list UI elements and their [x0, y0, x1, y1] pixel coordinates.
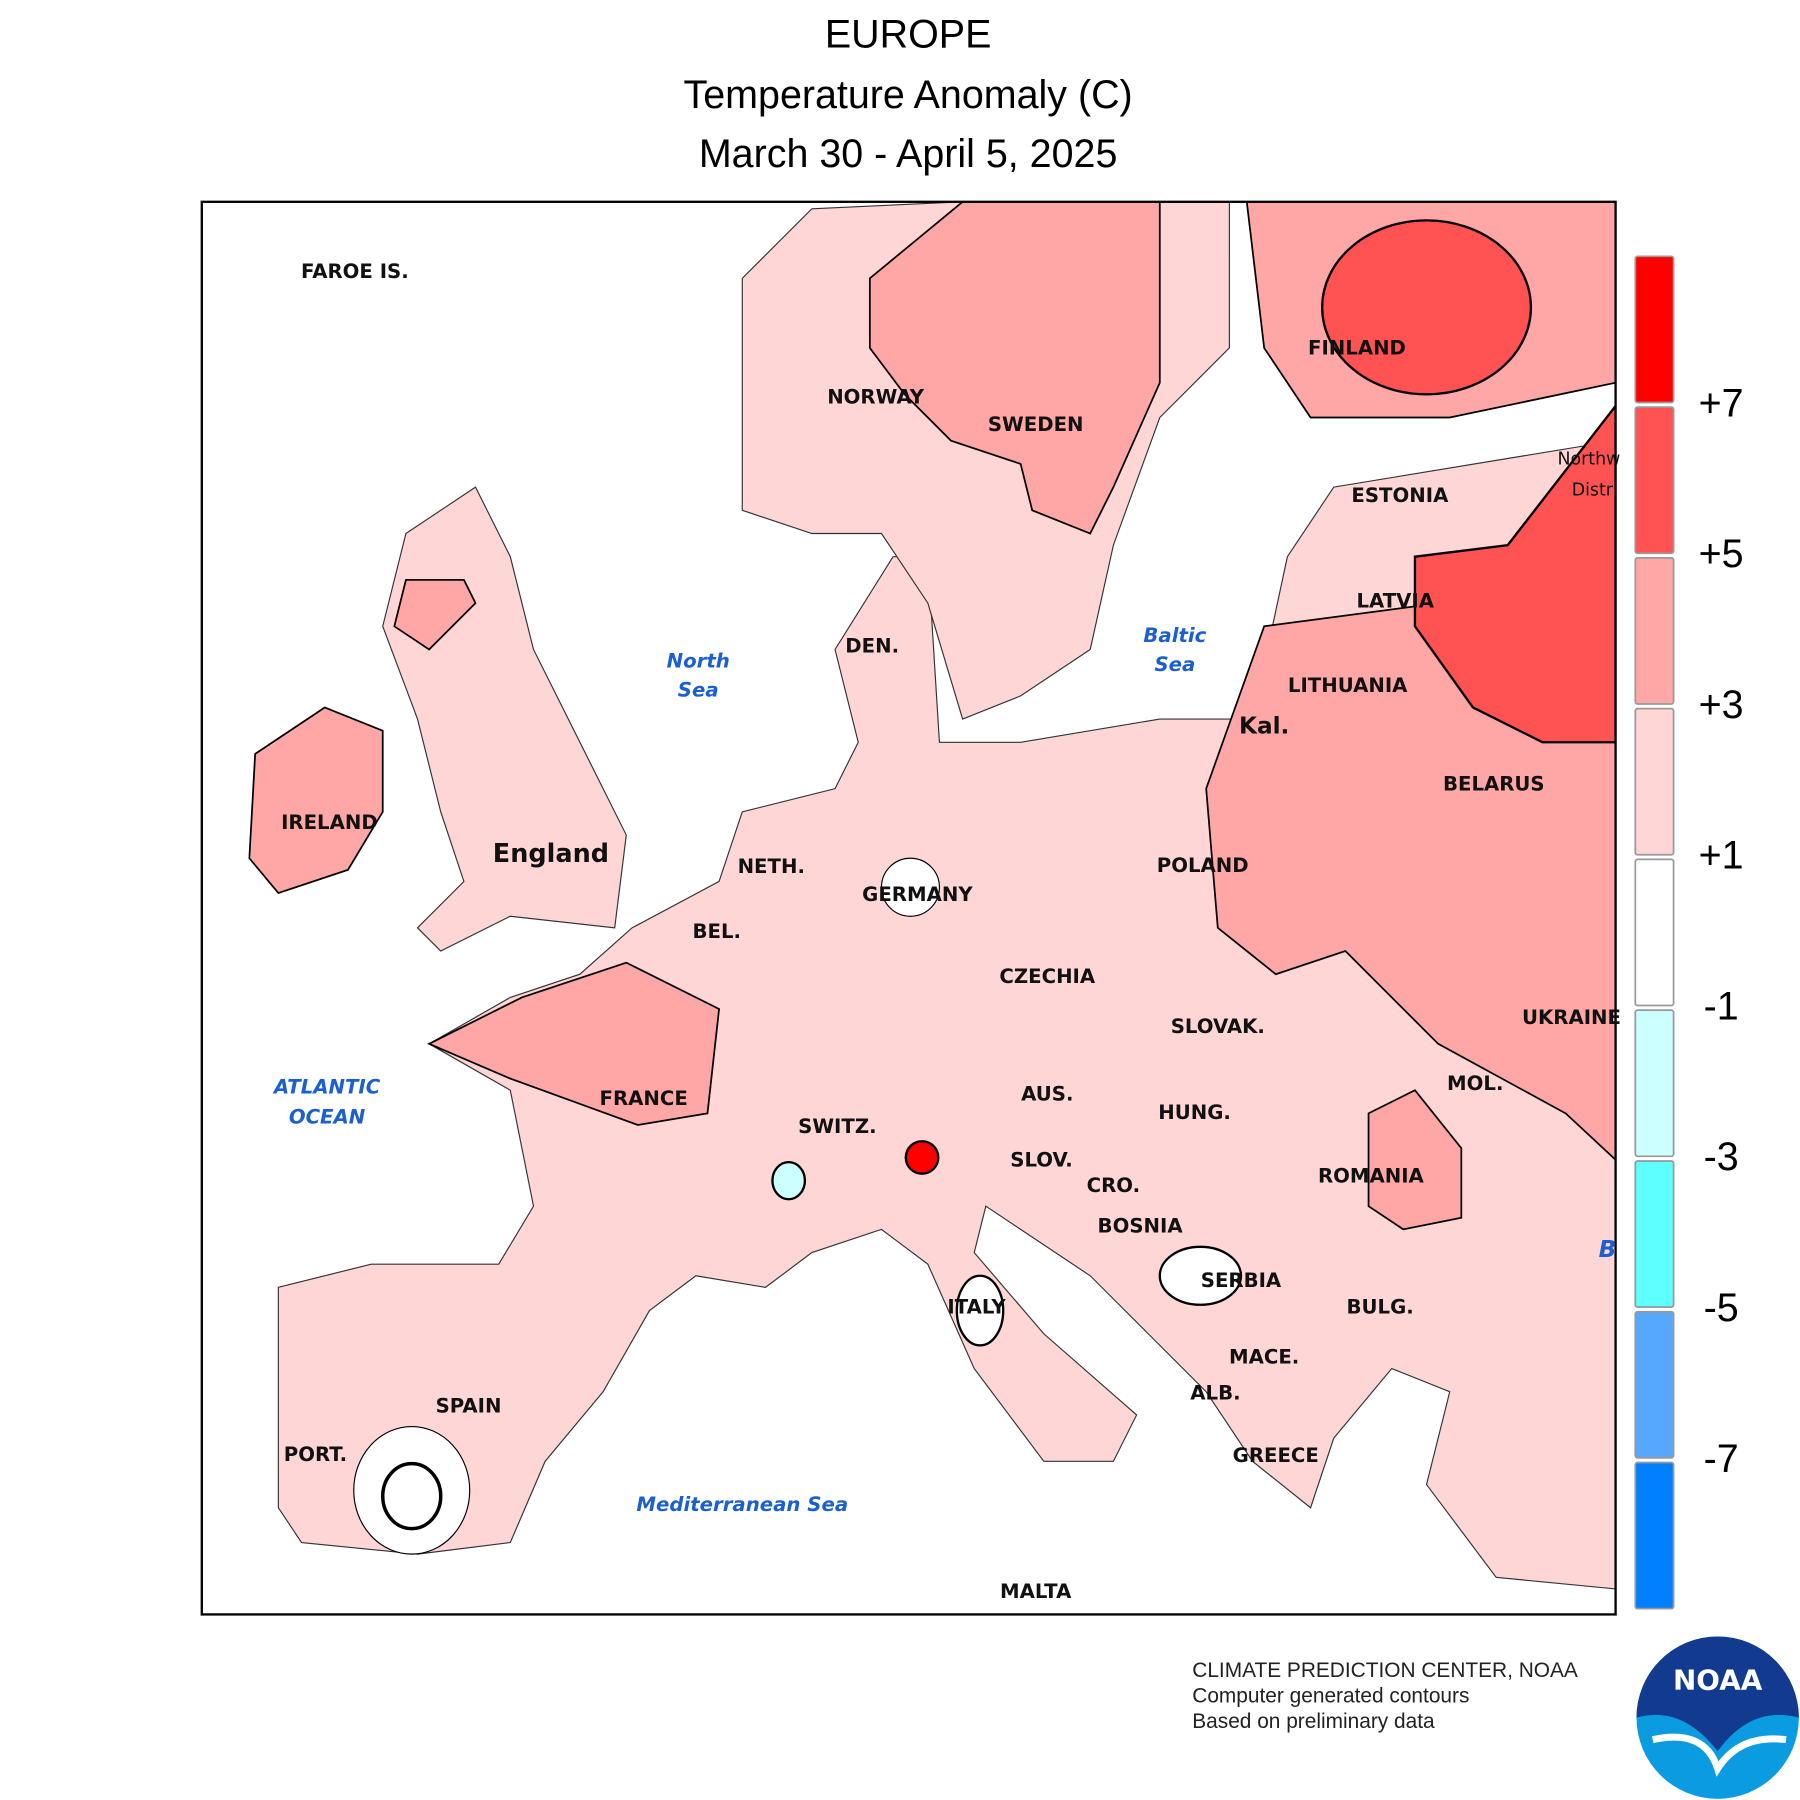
- legend-swatch: [1634, 1310, 1675, 1459]
- logo-gull: [1651, 1733, 1787, 1777]
- legend-swatch: [1634, 1461, 1675, 1610]
- country-label: SERBIA: [1201, 1269, 1282, 1292]
- country-label: SLOV.: [1010, 1148, 1072, 1171]
- country-label: HUNG.: [1158, 1101, 1231, 1124]
- title: EUROPE: [825, 13, 991, 57]
- country-label: BELARUS: [1443, 773, 1545, 796]
- legend-label: +3: [1699, 683, 1744, 727]
- country-label: LITHUANIA: [1288, 674, 1408, 697]
- legend-label: -7: [1704, 1437, 1739, 1481]
- anomaly-russia-high: [1413, 404, 1616, 744]
- anomaly-france: [427, 961, 721, 1126]
- credit-line: Based on preliminary data: [1192, 1710, 1435, 1733]
- country-label: DEN.: [845, 635, 899, 658]
- country-label: FINLAND: [1308, 337, 1406, 360]
- anomaly-scotland: [393, 579, 477, 651]
- country-label: BULG.: [1347, 1296, 1414, 1319]
- sea-label: Mediterranean Sea: [636, 1493, 848, 1516]
- map-area: [201, 201, 1616, 1615]
- country-label: CRO.: [1087, 1174, 1140, 1197]
- country-label: UKRAINE: [1522, 1006, 1621, 1029]
- anomaly-finland-high: [1321, 219, 1533, 396]
- country-label: ALB.: [1190, 1382, 1240, 1405]
- anomaly-alps-max: [904, 1140, 940, 1175]
- country-label: ROMANIA: [1318, 1165, 1425, 1188]
- sea-label: OCEAN: [289, 1106, 366, 1129]
- legend-label: +1: [1699, 834, 1744, 878]
- credit-line: Computer generated contours: [1192, 1685, 1469, 1708]
- legend-swatch: [1634, 255, 1675, 404]
- country-label: NETH.: [738, 855, 805, 878]
- country-label: SPAIN: [436, 1394, 502, 1417]
- map-frame: [200, 200, 1617, 1616]
- sea-label: ATLANTIC: [272, 1075, 381, 1098]
- anomaly-romania: [1367, 1089, 1463, 1231]
- anomaly-spain-neutral: [353, 1425, 471, 1555]
- logo-top: [1636, 1636, 1799, 1752]
- country-label: MALTA: [1000, 1580, 1072, 1603]
- credit-line: CLIMATE PREDICTION CENTER, NOAA: [1192, 1659, 1578, 1682]
- country-label: BEL.: [692, 920, 741, 943]
- sea-label: Sea: [1154, 653, 1195, 676]
- country-label: England: [493, 839, 609, 869]
- legend-swatch: [1634, 556, 1675, 705]
- sea-labels: North Sea Baltic Sea ATLANTIC OCEAN Medi…: [272, 624, 1616, 1516]
- legend-label: +5: [1699, 532, 1744, 576]
- country-label: IRELAND: [281, 811, 378, 834]
- country-label: MACE.: [1229, 1346, 1299, 1369]
- country-label: Kal.: [1239, 713, 1289, 740]
- country-label: CZECHIA: [999, 965, 1095, 988]
- country-label: ITALY: [947, 1296, 1006, 1319]
- anomaly-north-scandinavia: [868, 201, 1161, 535]
- country-label: FAROE IS.: [301, 260, 409, 283]
- contour: [380, 1461, 443, 1531]
- legend-swatch: [1634, 707, 1675, 856]
- country-label: LATVIA: [1356, 589, 1434, 612]
- country-label: AUS.: [1021, 1082, 1073, 1105]
- country-label: NORWAY: [827, 385, 925, 408]
- country-label: SLOVAK.: [1171, 1015, 1265, 1038]
- sea-label: B: [1599, 1236, 1617, 1263]
- country-label: PORT.: [284, 1443, 347, 1466]
- country-label: ESTONIA: [1351, 484, 1449, 507]
- anomaly-italy-neutral: [955, 1274, 1005, 1347]
- sea-label: Baltic: [1143, 624, 1206, 647]
- noaa-logo: NOAA: [1636, 1636, 1799, 1799]
- legend-label: +7: [1699, 381, 1744, 425]
- legend: +7 +5 +3 +1 -1 -3 -5 -7: [1634, 255, 1744, 1610]
- legend-swatch: [1634, 406, 1675, 555]
- country-label: SWITZ.: [798, 1115, 876, 1138]
- legend-label: -5: [1704, 1286, 1739, 1330]
- legend-label: -1: [1704, 984, 1739, 1028]
- country-label: GREECE: [1233, 1444, 1319, 1467]
- dates: March 30 - April 5, 2025: [699, 132, 1118, 176]
- country-label: GERMANY: [862, 883, 973, 906]
- country-label: Northw: [1558, 449, 1621, 469]
- legend-swatch: [1634, 1160, 1675, 1308]
- anomaly-serbia-neutral: [1158, 1245, 1243, 1306]
- legend-label: -3: [1704, 1135, 1739, 1179]
- legend-swatch: [1634, 1009, 1675, 1158]
- sea-label: Sea: [678, 679, 719, 702]
- subtitle: Temperature Anomaly (C): [684, 73, 1133, 117]
- sea-label: North: [667, 650, 730, 673]
- country-label: MOL.: [1447, 1072, 1503, 1095]
- country-labels: FAROE IS. NORWAY SWEDEN FINLAND ESTONIA …: [281, 260, 1621, 1603]
- country-label: POLAND: [1157, 854, 1249, 877]
- anomaly-germany-neutral: [880, 857, 941, 917]
- country-label: Distri: [1572, 481, 1618, 501]
- ireland: [248, 706, 384, 895]
- logo-text: NOAA: [1673, 1664, 1763, 1697]
- legend-swatch: [1634, 858, 1675, 1007]
- country-label: BOSNIA: [1098, 1215, 1184, 1238]
- country-label: FRANCE: [600, 1087, 688, 1110]
- anomaly-alps-cold: [771, 1160, 807, 1201]
- country-label: SWEDEN: [988, 413, 1084, 436]
